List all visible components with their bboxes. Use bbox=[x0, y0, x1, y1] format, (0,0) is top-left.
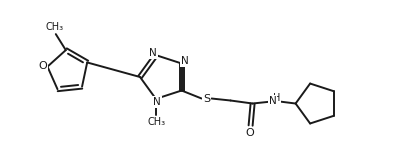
Text: N: N bbox=[269, 95, 277, 105]
Text: H: H bbox=[273, 93, 280, 103]
Text: CH₃: CH₃ bbox=[148, 117, 166, 127]
Text: O: O bbox=[245, 128, 254, 138]
Text: S: S bbox=[203, 93, 210, 103]
Text: CH₃: CH₃ bbox=[46, 22, 64, 32]
Text: N: N bbox=[181, 57, 188, 67]
Text: N: N bbox=[153, 97, 161, 107]
Text: O: O bbox=[38, 61, 47, 71]
Text: N: N bbox=[149, 48, 157, 58]
